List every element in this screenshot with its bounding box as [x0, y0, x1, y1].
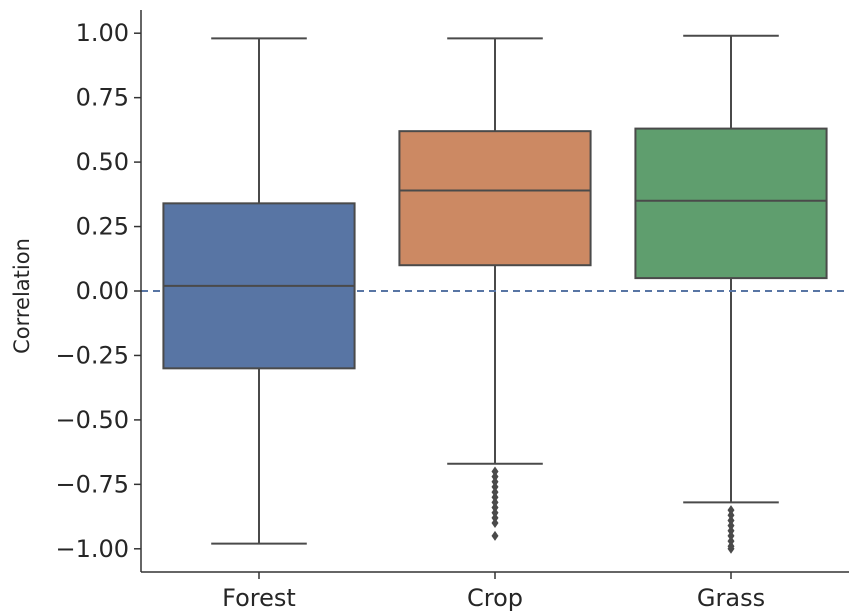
- plot-area: [141, 34, 849, 554]
- x-tick-label: Crop: [467, 584, 523, 612]
- outlier-point: [491, 512, 499, 523]
- outlier-point: [727, 510, 735, 521]
- outlier-point: [491, 487, 499, 498]
- outlier-point: [491, 476, 499, 487]
- y-tick-label: −0.75: [55, 470, 129, 498]
- y-tick-label: −0.50: [55, 406, 129, 434]
- box-crop: [398, 37, 592, 541]
- x-tick-label: Grass: [697, 584, 765, 612]
- axes: 1.00 0.75 0.50 0.25 0.00 −0.25 −0.50 −0.75 −1.00…: [55, 10, 849, 612]
- outlier-point: [727, 515, 735, 526]
- outlier-point: [727, 520, 735, 531]
- y-tick-label: 1.00: [76, 19, 129, 47]
- outlier-point: [491, 492, 499, 503]
- outlier-point: [727, 530, 735, 541]
- outlier-point: [491, 497, 499, 508]
- outlier-point: [727, 505, 735, 516]
- box-forest: [162, 37, 356, 545]
- y-tick-label: 0.50: [76, 148, 129, 176]
- outlier-point: [727, 543, 735, 554]
- outlier-point: [491, 502, 499, 513]
- box-iqr: [398, 130, 592, 267]
- y-tick-label: 0.25: [76, 213, 129, 241]
- outlier-point: [727, 525, 735, 536]
- box-iqr: [634, 127, 828, 280]
- x-tick-label: Forest: [222, 584, 296, 612]
- outlier-point: [491, 518, 499, 529]
- outlier-point: [491, 471, 499, 482]
- outlier-point: [491, 481, 499, 492]
- y-tick-label: −1.00: [55, 535, 129, 563]
- y-tick-label: −0.25: [55, 341, 129, 369]
- outlier-point: [727, 536, 735, 547]
- outlier-point: [491, 530, 499, 541]
- outlier-point: [491, 466, 499, 477]
- outlier-point: [491, 507, 499, 518]
- box-grass: [634, 34, 828, 554]
- y-tick-label: 0.00: [76, 277, 129, 305]
- y-tick-label: 0.75: [76, 84, 129, 112]
- y-axis-label: Correlation: [10, 238, 34, 354]
